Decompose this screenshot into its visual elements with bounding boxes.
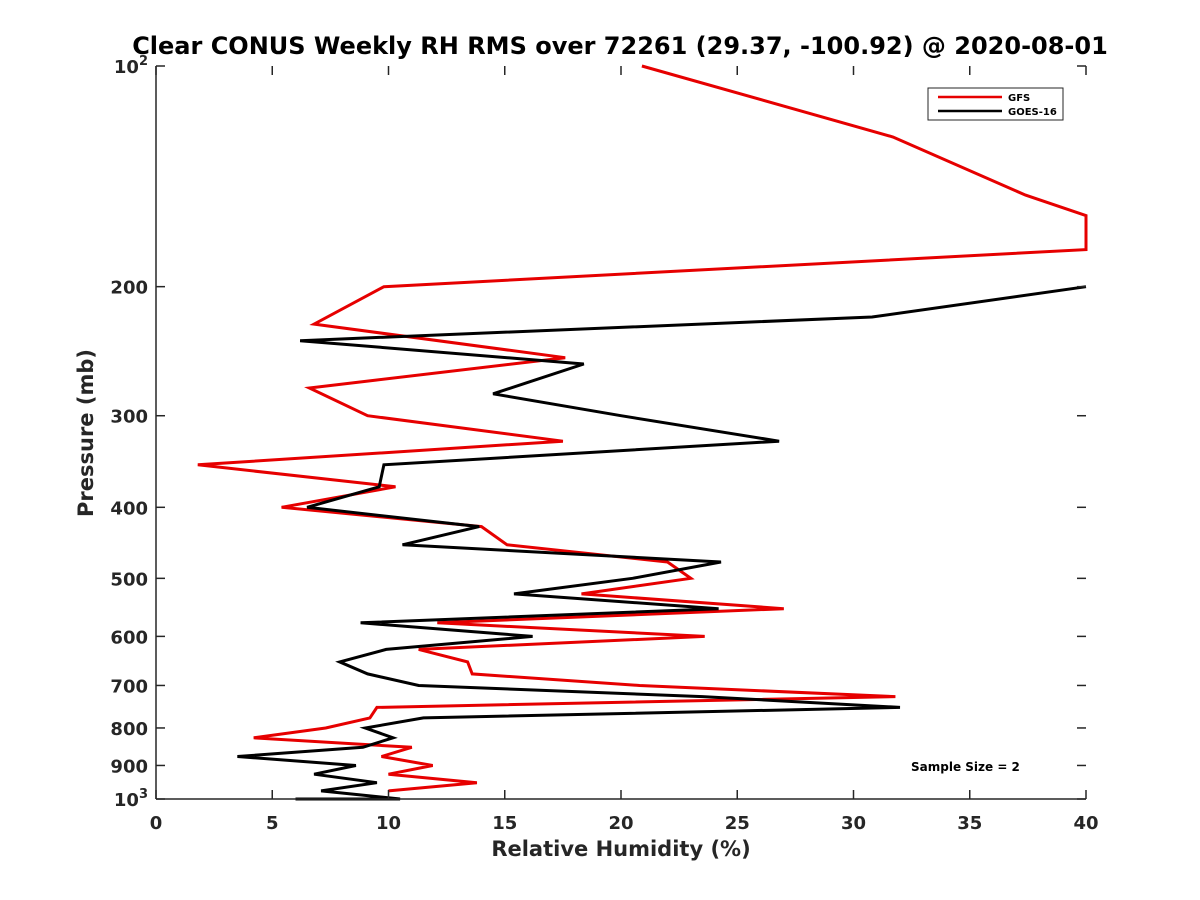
sample-size-annotation: Sample Size = 2 xyxy=(911,760,1020,774)
chart-title: Clear CONUS Weekly RH RMS over 72261 (29… xyxy=(132,32,1108,60)
x-tick-label: 20 xyxy=(608,813,633,834)
y-tick-label: 200 xyxy=(110,278,148,299)
series-layer xyxy=(197,64,1088,801)
legend: GFS GOES-16 xyxy=(927,87,1064,121)
x-axis-label: Relative Humidity (%) xyxy=(491,837,750,861)
series-line-gfs xyxy=(197,64,1088,793)
y-tick-label: 600 xyxy=(110,627,148,648)
y-tick-label: 900 xyxy=(110,756,148,777)
x-tick-label: 15 xyxy=(492,813,517,834)
y-ticks: 102 200 300 400 500 600 700 800 900 103 xyxy=(110,54,1086,811)
legend-label-gfs: GFS xyxy=(1008,93,1030,104)
x-ticks: 0 5 10 15 20 25 30 35 40 xyxy=(150,66,1099,834)
legend-box xyxy=(927,87,1064,121)
plot-background xyxy=(156,66,1086,799)
x-tick-label: 10 xyxy=(376,813,401,834)
y-tick-label: 500 xyxy=(110,569,148,590)
x-tick-label: 25 xyxy=(725,813,750,834)
y-tick-label: 300 xyxy=(110,407,148,428)
x-tick-label: 5 xyxy=(266,813,279,834)
y-tick-label: 800 xyxy=(110,719,148,740)
x-tick-label: 30 xyxy=(841,813,866,834)
y-tick-label: 102 xyxy=(114,54,148,78)
x-tick-label: 35 xyxy=(957,813,982,834)
y-axis-label: Pressure (mb) xyxy=(74,349,98,517)
y-tick-label: 400 xyxy=(110,498,148,519)
legend-label-goes16: GOES-16 xyxy=(1008,107,1057,118)
x-tick-label: 40 xyxy=(1073,813,1098,834)
x-tick-label: 0 xyxy=(150,813,163,834)
plot-area xyxy=(156,66,1086,799)
series-line-goes16 xyxy=(237,285,1087,801)
y-tick-label: 700 xyxy=(110,676,148,697)
y-tick-label: 103 xyxy=(114,787,148,811)
